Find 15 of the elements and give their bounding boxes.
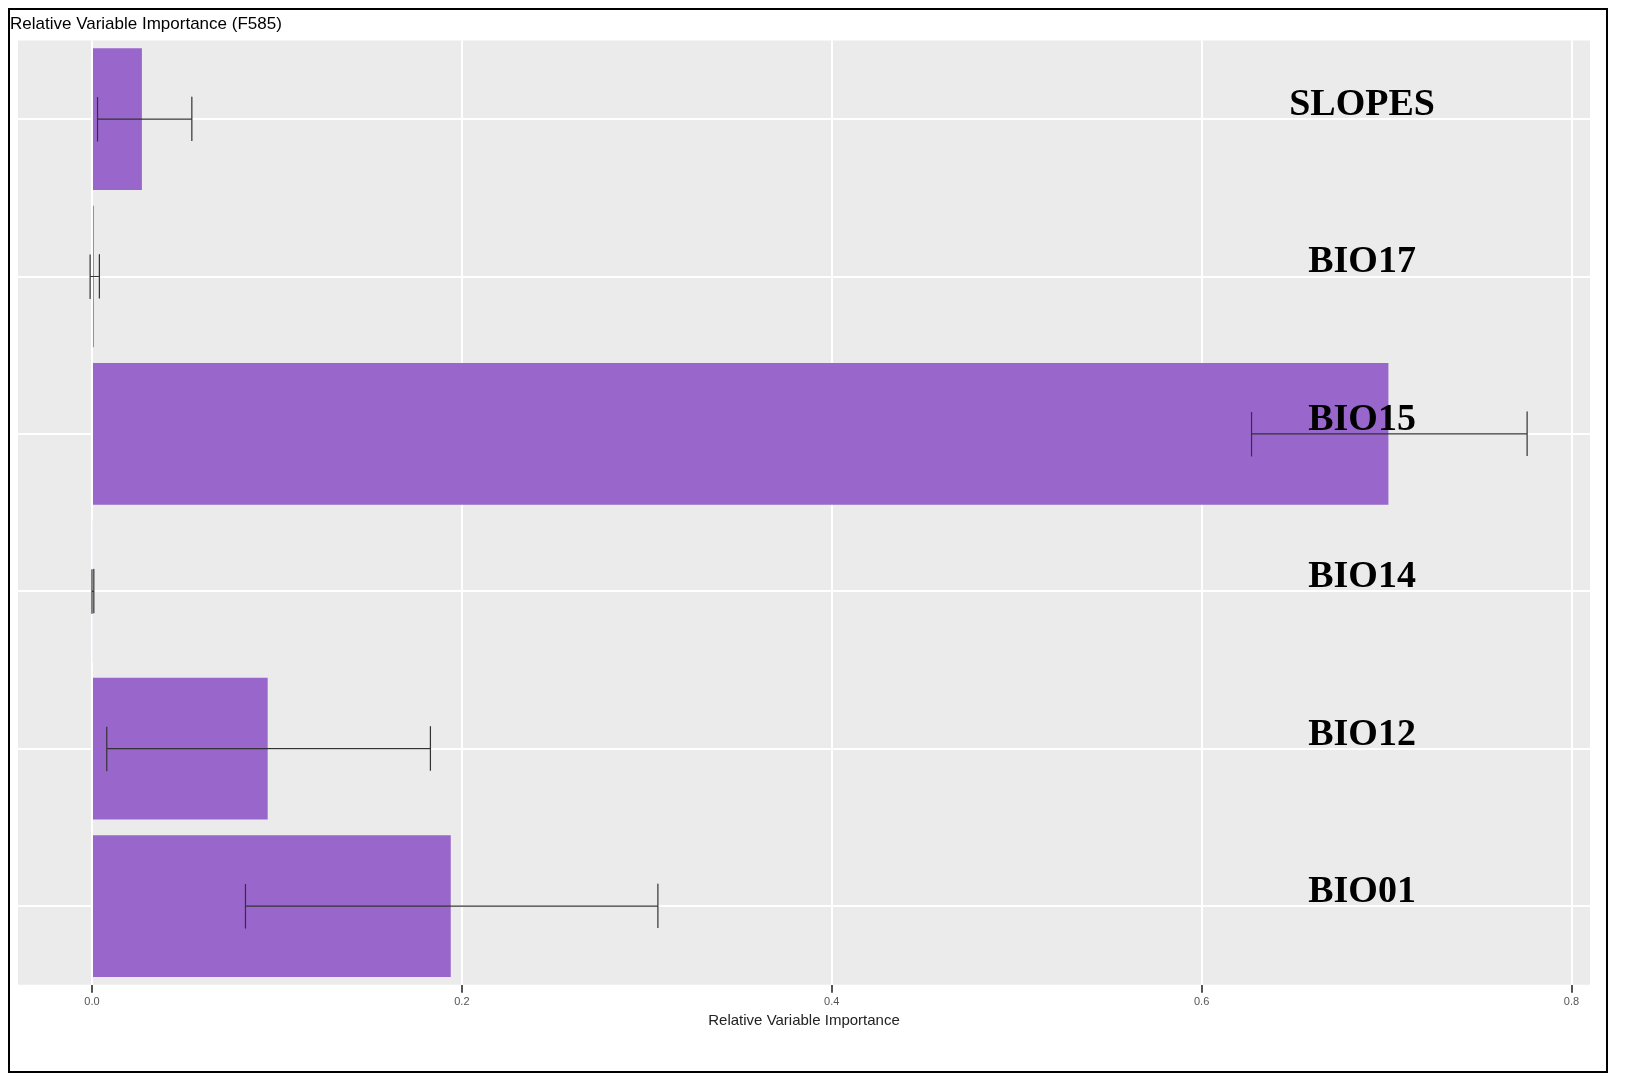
bar [92,48,142,190]
y-tick-label: BIO14 [1308,553,1416,596]
y-tick-label: BIO17 [1308,238,1416,281]
y-tick-label: BIO12 [1308,710,1416,753]
y-tick-label: BIO01 [1308,867,1416,910]
x-tick-label: 0.0 [84,995,100,1008]
x-tick-label: 0.8 [1563,995,1580,1008]
x-tick-label: 0.6 [1193,995,1210,1008]
chart-title: Relative Variable Importance (F585) [10,13,282,33]
x-axis-title: Relative Variable Importance [708,1011,900,1029]
bar [92,677,268,820]
x-tick-label: 0.4 [824,995,840,1008]
x-tick-label: 0.2 [454,995,470,1008]
y-tick-label: SLOPES [1289,80,1435,123]
bar [92,835,451,977]
